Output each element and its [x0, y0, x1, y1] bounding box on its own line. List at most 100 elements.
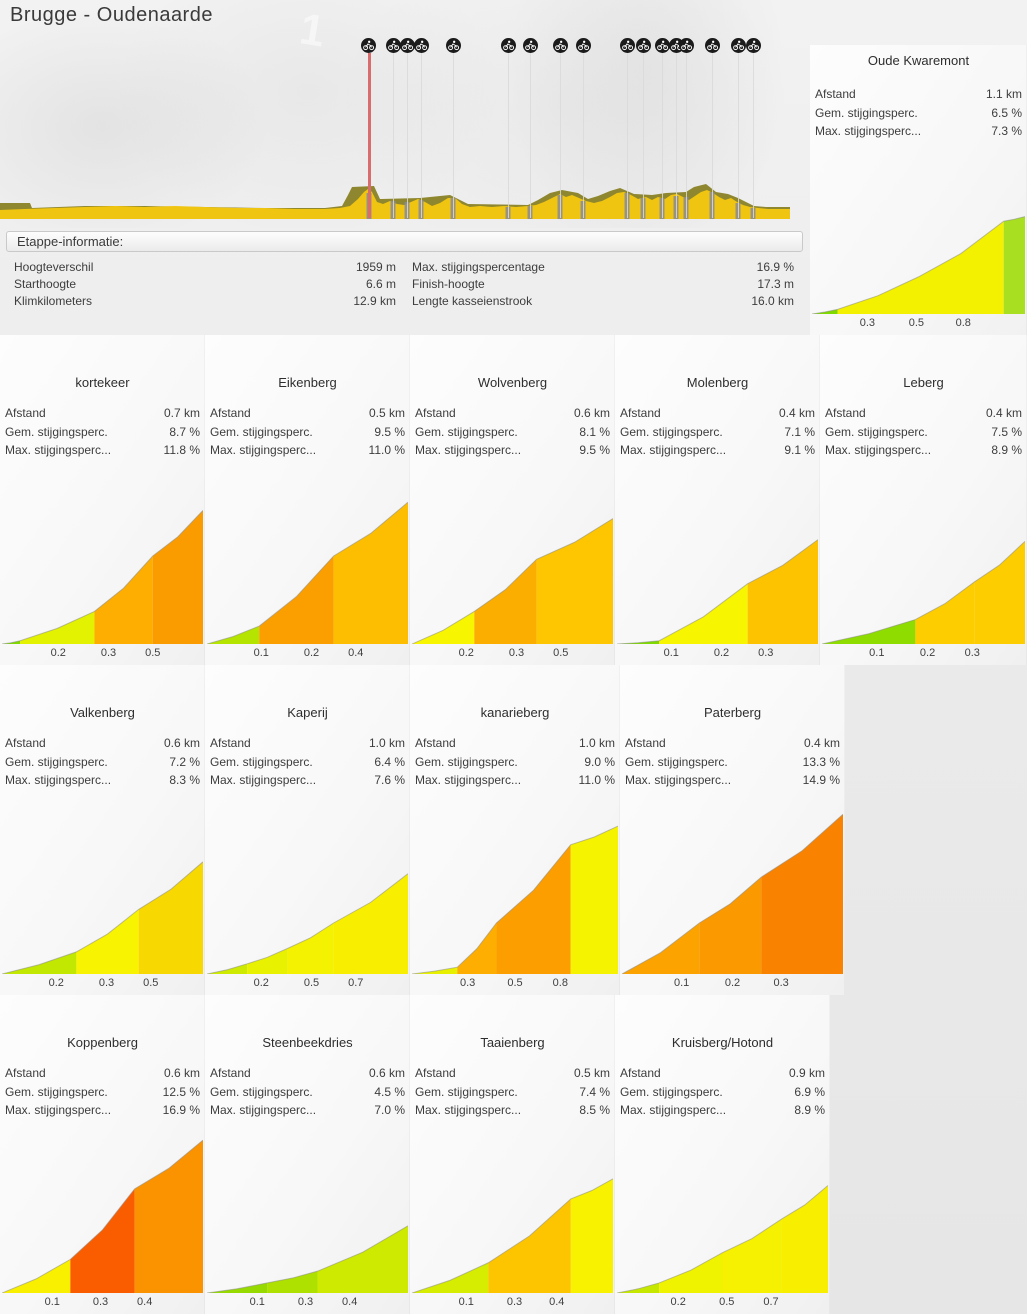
- stat-gem-stijgingsperc: Gem. stijgingsperc. 4.5 %: [210, 1083, 405, 1102]
- stat-label: Afstand: [5, 736, 46, 750]
- chart-tick-label: 0.5: [553, 647, 569, 659]
- chart-tick-label: 0.5: [908, 317, 925, 329]
- stat-afstand: Afstand 0.6 km: [210, 1064, 405, 1083]
- info-value: 6.6 m: [365, 277, 396, 291]
- stat-gem-stijgingsperc: Gem. stijgingsperc. 9.5 %: [210, 423, 405, 442]
- chart-axis-ticks: 0.2 0.3 0.5: [412, 644, 613, 665]
- climb-gradient-chart: 0.3 0.5 0.8: [412, 804, 618, 995]
- chart-tick-label: 0.8: [955, 317, 971, 329]
- chart-axis-ticks: 0.1 0.2 0.3: [617, 644, 818, 665]
- stat-value: 4.5 %: [374, 1084, 405, 1099]
- climb-stats: Afstand 1.1 km Gem. stijgingsperc. 6.5 %…: [815, 85, 1022, 141]
- stage-info-right-column: Max. stijgingspercentage 16.9 % Finish-h…: [412, 259, 794, 310]
- stat-afstand: Afstand 0.4 km: [625, 734, 840, 753]
- chart-tick-label: 0.3: [964, 647, 980, 659]
- info-value: 17.3 m: [757, 277, 794, 291]
- chart-tick-label: 0.5: [507, 977, 523, 989]
- chart-tick-label: 0.4: [348, 647, 364, 659]
- climb-stats: Afstand 0.9 km Gem. stijgingsperc. 6.9 %…: [620, 1064, 825, 1120]
- climb-position-line: [453, 53, 454, 218]
- climb-name: Molenberg: [686, 375, 749, 390]
- chart-tick-label: 0.8: [552, 977, 568, 989]
- chart-tick-label: 0.2: [458, 647, 474, 659]
- climb-stats: Afstand 0.7 km Gem. stijgingsperc. 8.7 %…: [5, 404, 200, 460]
- climb-position-line: [738, 53, 739, 218]
- chart-tick-label: 0.1: [458, 1296, 474, 1308]
- chart-tick-label: 0.3: [859, 317, 876, 329]
- chart-axis-ticks: 0.1 0.2 0.3: [822, 644, 1025, 665]
- stat-gem-stijgingsperc: Gem. stijgingsperc. 6.5 %: [815, 104, 1022, 123]
- chart-tick-label: 0.2: [670, 1296, 686, 1308]
- chart-tick-label: 0.3: [100, 647, 117, 659]
- climb-card: Eikenberg Afstand 0.5 km Gem. stijgingsp…: [205, 335, 410, 665]
- stat-value: 8.1 %: [579, 424, 610, 439]
- stat-label: Afstand: [825, 406, 866, 420]
- climb-stats: Afstand 0.6 km Gem. stijgingsperc. 12.5 …: [5, 1064, 200, 1120]
- climb-gradient-chart: 0.2 0.3 0.5: [2, 481, 203, 665]
- stat-afstand: Afstand 0.5 km: [415, 1064, 610, 1083]
- stat-value: 1.0 km: [578, 736, 615, 750]
- stat-afstand: Afstand 0.6 km: [5, 1064, 200, 1083]
- stat-label: Max. stijgingsperc...: [5, 443, 112, 457]
- stat-value: 0.4 km: [803, 736, 840, 750]
- stat-label: Gem. stijgingsperc.: [625, 754, 728, 769]
- chart-tick-label: 0.1: [253, 647, 269, 659]
- chart-tick-label: 0.3: [508, 647, 525, 659]
- info-label: Finish-hoogte: [412, 277, 485, 291]
- stat-value: 8.9 %: [794, 1103, 825, 1117]
- climb-cards-row-1: kortekeer Afstand 0.7 km Gem. stijgingsp…: [0, 335, 1027, 665]
- stat-label: Gem. stijgingsperc.: [415, 424, 518, 439]
- info-value: 1959 m: [355, 260, 396, 274]
- climb-marker-icon: [361, 38, 376, 53]
- chart-tick-label: 0.1: [663, 647, 679, 659]
- chart-tick-label: 0.7: [763, 1296, 779, 1308]
- stat-label: Max. stijgingsperc...: [620, 1103, 727, 1117]
- climb-card: Wolvenberg Afstand 0.6 km Gem. stijgings…: [410, 335, 615, 665]
- stat-label: Max. stijgingsperc...: [415, 443, 522, 457]
- stat-value: 8.3 %: [169, 773, 200, 787]
- stat-max-stijgingsperc: Max. stijgingsperc... 7.3 %: [815, 122, 1022, 141]
- stat-value: 14.9 %: [802, 773, 840, 787]
- climb-marker-icon: [501, 38, 516, 53]
- stat-label: Afstand: [620, 1066, 661, 1080]
- climb-marker-icon: [679, 38, 694, 53]
- climb-marker-icon: [731, 38, 746, 53]
- climb-card: Molenberg Afstand 0.4 km Gem. stijgingsp…: [615, 335, 820, 665]
- climb-position-line: [686, 53, 687, 218]
- stat-label: Gem. stijgingsperc.: [415, 754, 518, 769]
- stat-afstand: Afstand 1.1 km: [815, 85, 1022, 104]
- stat-value: 0.6 km: [163, 736, 200, 750]
- stat-value: 7.0 %: [374, 1103, 405, 1117]
- climb-name: kortekeer: [75, 375, 130, 390]
- stat-label: Afstand: [210, 406, 251, 420]
- climb-stats: Afstand 0.4 km Gem. stijgingsperc. 7.1 %…: [620, 404, 815, 460]
- chart-tick-label: 0.2: [303, 647, 320, 659]
- stat-value: 6.5 %: [991, 105, 1022, 120]
- climb-stats: Afstand 0.6 km Gem. stijgingsperc. 4.5 %…: [210, 1064, 405, 1120]
- climb-cards-row-2: Valkenberg Afstand 0.6 km Gem. stijgings…: [0, 665, 845, 995]
- stat-gem-stijgingsperc: Gem. stijgingsperc. 8.7 %: [5, 423, 200, 442]
- stat-label: Max. stijgingsperc...: [210, 1103, 317, 1117]
- stat-label: Gem. stijgingsperc.: [5, 424, 108, 439]
- stat-value: 0.6 km: [163, 1066, 200, 1080]
- stat-value: 6.9 %: [794, 1084, 825, 1099]
- stat-label: Gem. stijgingsperc.: [210, 1084, 313, 1099]
- stat-max-stijgingsperc: Max. stijgingsperc... 11.8 %: [5, 441, 200, 460]
- climb-position-line: [627, 53, 628, 218]
- chart-tick-label: 0.2: [713, 647, 730, 659]
- climb-gradient-chart: 0.3 0.5 0.8: [812, 198, 1025, 335]
- stat-label: Max. stijgingsperc...: [415, 773, 522, 787]
- chart-tick-label: 0.4: [137, 1296, 153, 1308]
- climb-card: kanarieberg Afstand 1.0 km Gem. stijging…: [410, 665, 620, 995]
- stat-value: 8.9 %: [991, 443, 1022, 457]
- info-row: Lengte kasseienstrook 16.0 km: [412, 293, 794, 310]
- stat-value: 13.3 %: [802, 754, 840, 769]
- stat-label: Max. stijgingsperc...: [415, 1103, 522, 1117]
- stat-max-stijgingsperc: Max. stijgingsperc... 8.9 %: [620, 1101, 825, 1120]
- stat-value: 11.8 %: [163, 443, 200, 457]
- climb-card: Oude Kwaremont Afstand 1.1 km Gem. stijg…: [810, 45, 1027, 335]
- stat-gem-stijgingsperc: Gem. stijgingsperc. 7.1 %: [620, 423, 815, 442]
- chart-tick-label: 0.3: [98, 977, 115, 989]
- stat-value: 7.2 %: [169, 754, 200, 769]
- stat-gem-stijgingsperc: Gem. stijgingsperc. 7.2 %: [5, 753, 200, 772]
